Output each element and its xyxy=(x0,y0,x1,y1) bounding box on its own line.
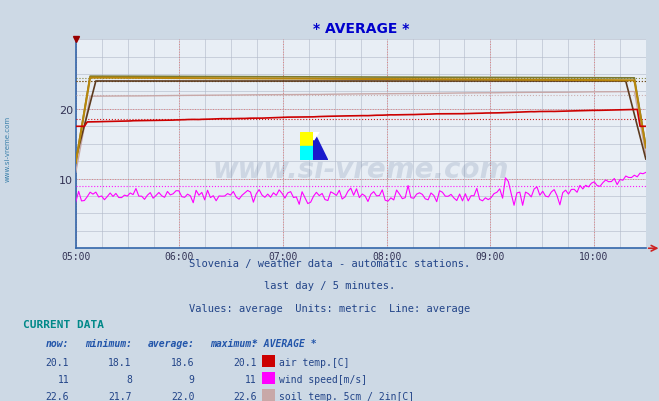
Text: last day / 5 minutes.: last day / 5 minutes. xyxy=(264,281,395,291)
Text: 22.0: 22.0 xyxy=(171,391,194,401)
Text: 18.1: 18.1 xyxy=(108,357,132,367)
Text: * AVERAGE *: * AVERAGE * xyxy=(252,338,316,348)
Text: Values: average  Units: metric  Line: average: Values: average Units: metric Line: aver… xyxy=(189,303,470,313)
Bar xyxy=(300,146,314,160)
Text: 22.6: 22.6 xyxy=(233,391,257,401)
Polygon shape xyxy=(314,132,319,141)
Text: wind speed[m/s]: wind speed[m/s] xyxy=(279,374,367,384)
Text: minimum:: minimum: xyxy=(85,338,132,348)
Bar xyxy=(300,132,314,146)
Text: 11: 11 xyxy=(57,374,69,384)
Text: 8: 8 xyxy=(126,374,132,384)
Text: soil temp. 5cm / 2in[C]: soil temp. 5cm / 2in[C] xyxy=(279,391,414,401)
Text: maximum:: maximum: xyxy=(210,338,257,348)
Title: * AVERAGE *: * AVERAGE * xyxy=(312,22,409,36)
Text: www.si-vreme.com: www.si-vreme.com xyxy=(5,115,11,181)
Text: 11: 11 xyxy=(245,374,257,384)
Text: 20.1: 20.1 xyxy=(233,357,257,367)
Text: www.si-vreme.com: www.si-vreme.com xyxy=(213,156,509,183)
Text: air temp.[C]: air temp.[C] xyxy=(279,357,349,367)
Text: Slovenia / weather data - automatic stations.: Slovenia / weather data - automatic stat… xyxy=(189,259,470,269)
Text: now:: now: xyxy=(45,338,69,348)
Text: CURRENT DATA: CURRENT DATA xyxy=(23,319,104,329)
Text: average:: average: xyxy=(148,338,194,348)
Polygon shape xyxy=(314,132,328,160)
Text: 18.6: 18.6 xyxy=(171,357,194,367)
Text: 21.7: 21.7 xyxy=(108,391,132,401)
Text: 20.1: 20.1 xyxy=(45,357,69,367)
Text: 9: 9 xyxy=(188,374,194,384)
Text: 22.6: 22.6 xyxy=(45,391,69,401)
